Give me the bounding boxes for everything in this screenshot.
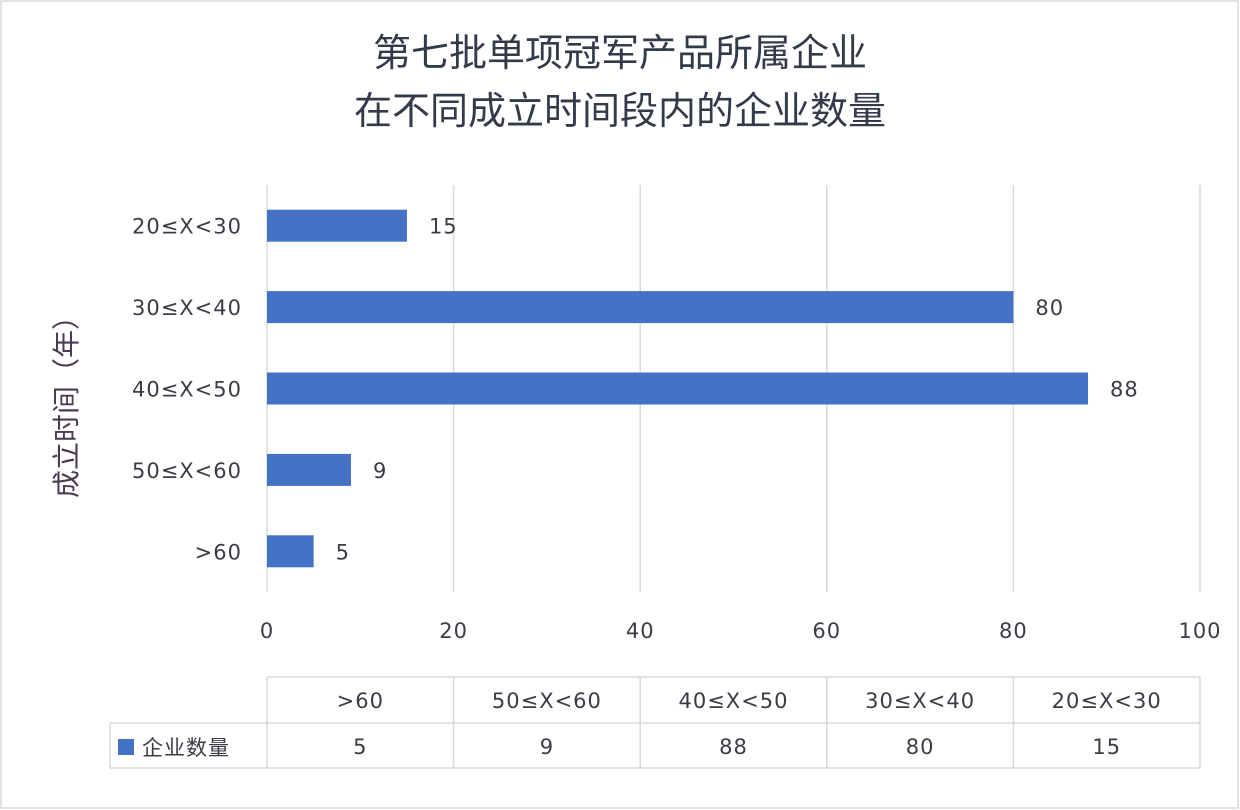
bars — [267, 209, 1089, 568]
x-tick-label: 0 — [260, 619, 274, 643]
bar-3 — [267, 453, 351, 486]
category-tick-label: 50≤X<60 — [132, 459, 242, 483]
data-labels: 15 80 88 9 5 — [336, 215, 1139, 565]
data-label: 15 — [429, 215, 458, 239]
category-tick-label: >60 — [195, 540, 242, 564]
data-table-grid — [109, 676, 1201, 769]
data-table-header: 50≤X<60 — [492, 689, 602, 713]
bar-4 — [267, 535, 314, 568]
category-tick-label: 40≤X<50 — [132, 378, 242, 402]
data-table-value: 9 — [540, 735, 554, 759]
x-tick-label: 100 — [1178, 619, 1221, 643]
bar-2 — [267, 372, 1089, 405]
data-table-header: 30≤X<40 — [865, 689, 975, 713]
y-axis-label: 成立时间（年） — [50, 302, 83, 498]
legend-swatch — [118, 739, 134, 755]
data-table-header: 40≤X<50 — [678, 689, 788, 713]
data-label: 5 — [336, 540, 350, 564]
chart-title-line-2: 在不同成立时间段内的企业数量 — [354, 89, 886, 133]
data-table-value: 5 — [353, 735, 367, 759]
data-table-value: 88 — [719, 735, 748, 759]
category-tick-labels: 20≤X<30 30≤X<40 40≤X<50 50≤X<60 >60 — [132, 215, 242, 565]
x-tick-label: 60 — [812, 619, 841, 643]
category-tick-label: 30≤X<40 — [132, 296, 242, 320]
bar-1 — [267, 291, 1014, 324]
data-label: 80 — [1035, 296, 1064, 320]
bar-0 — [267, 209, 407, 242]
data-table: 企业数量 >60 5 50≤X<60 9 40≤X<50 88 30≤X<40 80 20≤X<… — [109, 676, 1201, 769]
data-label: 9 — [373, 459, 387, 483]
data-label: 88 — [1110, 378, 1139, 402]
data-table-value: 80 — [906, 735, 935, 759]
data-table-header: 20≤X<30 — [1052, 689, 1162, 713]
x-tick-label: 40 — [626, 619, 655, 643]
data-table-row-label: 企业数量 — [142, 736, 230, 760]
x-tick-label: 20 — [439, 619, 468, 643]
chart-title-line-1: 第七批单项冠军产品所属企业 — [373, 31, 867, 75]
data-table-header: >60 — [337, 689, 384, 713]
category-tick-label: 20≤X<30 — [132, 215, 242, 239]
data-table-cells: >60 5 50≤X<60 9 40≤X<50 88 30≤X<40 80 20≤X<30 15 — [337, 689, 1162, 759]
data-table-value: 15 — [1092, 735, 1121, 759]
x-tick-label: 80 — [999, 619, 1028, 643]
x-tick-labels: 0 20 40 60 80 100 — [260, 619, 1221, 643]
